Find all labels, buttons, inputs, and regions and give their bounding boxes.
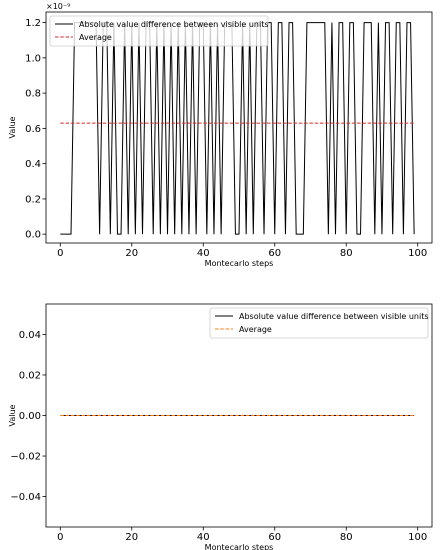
x-tick-label: 100	[408, 532, 427, 543]
x-tick-label: 60	[268, 532, 281, 543]
y-tick-label: −0.04	[10, 492, 41, 503]
x-tick-label: 80	[340, 248, 353, 259]
series-line-1	[60, 22, 415, 235]
y-tick-label: 0.8	[25, 89, 41, 100]
x-tick-label: 40	[197, 248, 210, 259]
y-tick-label: 0.04	[19, 330, 41, 341]
x-tick-label: 100	[408, 248, 427, 259]
chart-panel-1: 0 20 40 60 80 100 0.0 0.2 0.4 0.6 0.8 1.0 1.2 Monteca…	[8, 2, 433, 268]
x-tick-label: 0	[57, 532, 63, 543]
x-tick-label: 20	[125, 248, 138, 259]
x-tick-label: 40	[197, 532, 210, 543]
y-axis-label: Value	[8, 404, 17, 426]
y-tick-label: 0.02	[19, 370, 41, 381]
legend: Absolute value difference between visibl…	[209, 307, 429, 339]
x-axis-label: Montecarlo steps	[205, 543, 274, 550]
y-tick-label: 0.4	[25, 159, 41, 170]
x-tick-label: 60	[268, 248, 281, 259]
legend-label-1: Absolute value difference between visibl…	[79, 20, 269, 29]
legend-box	[49, 15, 269, 47]
legend-label-1: Absolute value difference between visibl…	[239, 312, 429, 321]
legend-label-2: Average	[79, 33, 112, 42]
plot-frame	[45, 11, 433, 244]
y-tick-label: 1.0	[25, 53, 41, 64]
legend-label-2: Average	[239, 325, 272, 334]
y-axis-multiplier: ×10⁻⁹	[46, 2, 70, 11]
legend: Absolute value difference between visibl…	[49, 15, 269, 47]
x-axis-label: Montecarlo steps	[205, 259, 274, 268]
y-tick-label: 1.2	[25, 18, 41, 29]
x-tick-label: 0	[57, 248, 63, 259]
y-axis-label: Value	[8, 116, 17, 138]
y-tick-label: −0.02	[10, 452, 41, 463]
chart-panel-2: 0 20 40 60 80 100 −0.04 −0.02 0.00 0.02 0.04 Montec…	[8, 303, 433, 550]
y-tick-label: 0.6	[25, 124, 41, 135]
y-tick-label: 0.0	[25, 230, 41, 241]
x-tick-label: 80	[340, 532, 353, 543]
y-tick-label: 0.2	[25, 194, 41, 205]
x-tick-label: 20	[125, 532, 138, 543]
y-tick-label: 0.00	[19, 411, 41, 422]
legend-box	[209, 307, 429, 339]
